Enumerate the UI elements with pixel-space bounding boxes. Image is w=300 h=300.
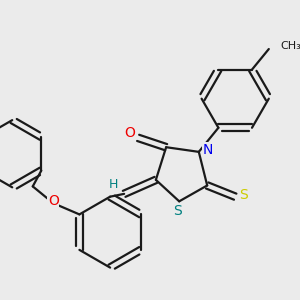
Text: H: H (109, 178, 119, 191)
Text: CH₃: CH₃ (280, 41, 300, 51)
Text: N: N (203, 143, 213, 157)
Text: O: O (124, 126, 135, 140)
Text: O: O (48, 194, 59, 208)
Text: S: S (173, 204, 182, 218)
Text: S: S (239, 188, 248, 202)
